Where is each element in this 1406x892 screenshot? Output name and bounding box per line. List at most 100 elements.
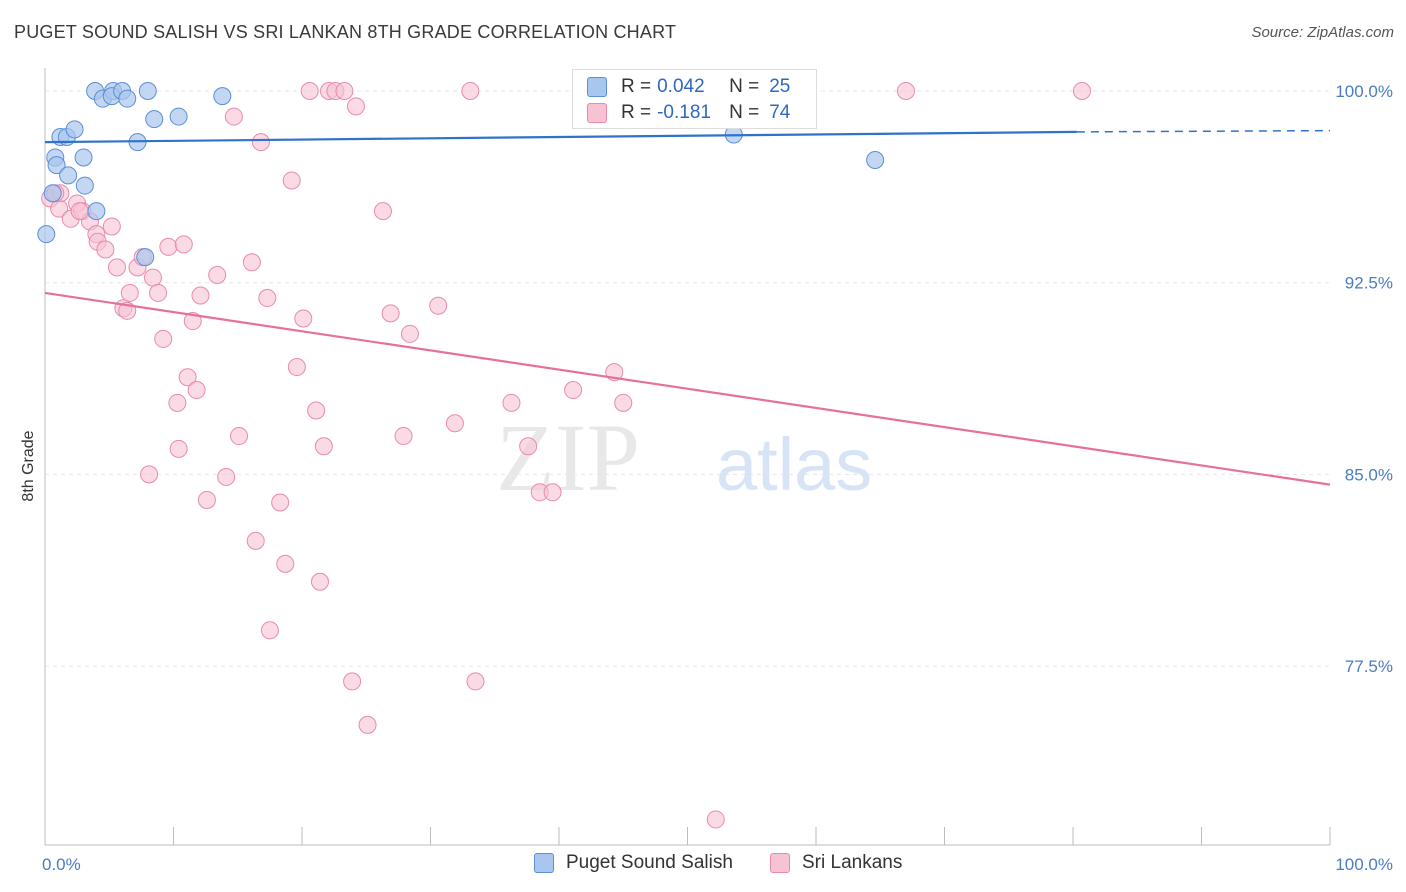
data-point-srilankans: [107, 258, 126, 277]
data-point-srilankans: [168, 393, 187, 412]
chart-title: PUGET SOUND SALISH VS SRI LANKAN 8TH GRA…: [14, 22, 677, 42]
data-point-srilankans: [896, 82, 915, 101]
legend-label-puget: Puget Sound Salish: [566, 852, 733, 873]
data-point-srilankans: [314, 437, 333, 456]
data-point-puget: [47, 156, 66, 175]
data-point-srilankans: [282, 171, 301, 190]
r-value: -0.181: [657, 102, 711, 123]
legend-item-srilankans[interactable]: Sri Lankans: [770, 852, 902, 874]
data-point-srilankans: [276, 554, 295, 573]
data-point-srilankans: [564, 381, 583, 400]
pink-swatch: [587, 103, 607, 123]
data-point-puget: [136, 248, 155, 267]
data-point-srilankans: [120, 283, 139, 302]
data-point-puget: [74, 148, 93, 167]
stats-row-srilankans: R = -0.181 N = 74: [587, 101, 790, 125]
data-point-puget: [75, 176, 94, 195]
n-label: N =: [729, 76, 760, 97]
data-point-srilankans: [706, 810, 725, 829]
data-point-srilankans: [159, 237, 178, 256]
stats-row-puget: R = 0.042 N = 25: [587, 75, 790, 99]
data-point-srilankans: [260, 621, 279, 640]
data-point-puget: [138, 82, 157, 101]
data-point-srilankans: [394, 427, 413, 446]
watermark-zip: ZIP: [496, 404, 640, 511]
data-point-srilankans: [178, 368, 197, 387]
data-point-puget: [43, 184, 62, 203]
data-point-srilankans: [246, 531, 265, 550]
data-point-srilankans: [149, 283, 168, 302]
data-point-srilankans: [519, 437, 538, 456]
data-point-srilankans: [70, 202, 89, 221]
data-point-puget: [866, 151, 885, 170]
data-point-srilankans: [466, 672, 485, 691]
data-point-srilankans: [258, 289, 277, 308]
r-label: R =: [621, 102, 652, 123]
data-point-puget: [59, 166, 78, 185]
data-point-srilankans: [429, 296, 448, 315]
source-credit: Source: ZipAtlas.com: [1251, 24, 1394, 41]
data-point-srilankans: [208, 266, 227, 285]
data-point-puget: [169, 107, 188, 126]
data-point-srilankans: [191, 286, 210, 305]
data-point-srilankans: [230, 427, 249, 446]
y-axis-label: 8th Grade: [20, 430, 37, 501]
x-tick-label: 0.0%: [42, 855, 81, 874]
data-point-puget: [87, 202, 106, 221]
data-point-srilankans: [169, 439, 188, 458]
y-tick-label: 77.5%: [1345, 657, 1393, 676]
data-point-srilankans: [174, 235, 193, 254]
legend-item-puget[interactable]: Puget Sound Salish: [534, 852, 733, 874]
data-point-puget: [65, 120, 84, 139]
data-point-srilankans: [300, 82, 319, 101]
series-legend: Puget Sound Salish Sri Lankans: [0, 852, 1406, 878]
data-point-srilankans: [343, 672, 362, 691]
data-point-srilankans: [346, 97, 365, 116]
data-point-srilankans: [187, 381, 206, 400]
data-point-srilankans: [143, 268, 162, 287]
trend-line-puget-extension: [1076, 129, 1331, 133]
data-point-srilankans: [310, 572, 329, 591]
data-point-srilankans: [271, 493, 290, 512]
data-point-puget: [145, 110, 164, 129]
data-point-puget: [213, 87, 232, 106]
trend-line-puget: [44, 130, 1077, 144]
y-tick-labels: 77.5% 85.0% 92.5% 100.0%: [1335, 82, 1393, 676]
stats-legend: R = 0.042 N = 25 R = -0.181 N = 74: [572, 69, 817, 129]
data-point-srilankans: [543, 483, 562, 502]
r-value: 0.042: [657, 76, 705, 97]
data-point-srilankans: [183, 312, 202, 331]
data-point-puget: [118, 89, 137, 108]
data-point-srilankans: [96, 240, 115, 259]
data-point-srilankans: [102, 217, 121, 236]
watermark-atlas: atlas: [716, 423, 872, 506]
data-point-srilankans: [1072, 82, 1091, 101]
y-tick-label: 85.0%: [1345, 465, 1393, 484]
blue-swatch: [534, 853, 554, 873]
gridlines: [45, 90, 1330, 667]
watermark: ZIP atlas: [496, 404, 872, 511]
trend-line-srilankans: [44, 291, 1331, 486]
trend-lines: [44, 129, 1331, 486]
data-point-srilankans: [502, 393, 521, 412]
y-tick-label: 92.5%: [1345, 274, 1393, 293]
y-tick-label: 100.0%: [1335, 82, 1393, 101]
legend-label-srilankans: Sri Lankans: [802, 852, 903, 873]
n-value: 74: [769, 102, 791, 123]
data-point-srilankans: [373, 202, 392, 221]
data-point-srilankans: [197, 490, 216, 509]
n-value: 25: [769, 76, 791, 97]
data-point-srilankans: [224, 107, 243, 126]
x-tick-labels: 0.0% 100.0%: [42, 855, 1393, 874]
data-point-srilankans: [461, 82, 480, 101]
data-point-srilankans: [154, 329, 173, 348]
data-point-srilankans: [358, 715, 377, 734]
r-label: R =: [621, 76, 652, 97]
data-point-srilankans: [287, 358, 306, 377]
data-point-srilankans: [217, 467, 236, 486]
data-point-srilankans: [335, 82, 354, 101]
data-point-srilankans: [251, 133, 270, 152]
x-tick-label: 100.0%: [1335, 855, 1393, 874]
data-point-srilankans: [140, 465, 159, 484]
